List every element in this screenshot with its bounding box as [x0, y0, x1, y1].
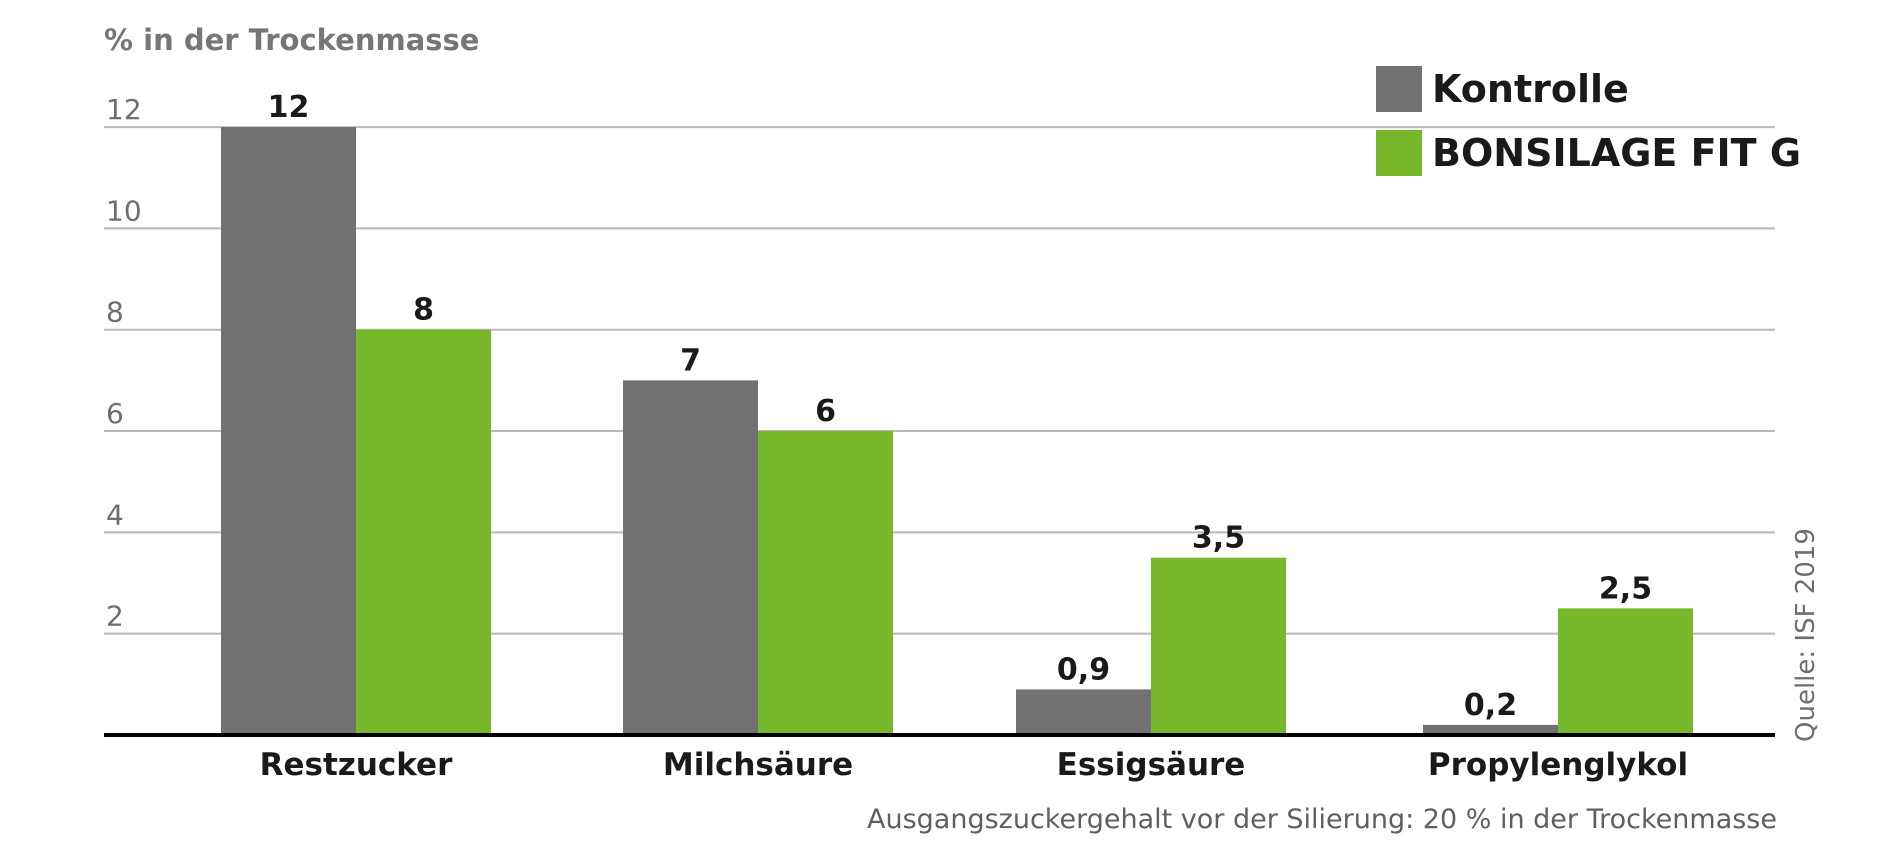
value-label-bonsilage: 8	[413, 293, 434, 328]
y-tick-label: 4	[106, 498, 124, 531]
bar-kontrolle	[623, 380, 758, 735]
y-tick-label: 12	[106, 93, 142, 126]
bar-kontrolle	[221, 127, 356, 736]
y-tick-label: 2	[106, 600, 124, 633]
category-label: Propylenglykol	[1428, 747, 1688, 783]
bar-bonsilage	[356, 329, 491, 735]
value-label-bonsilage: 2,5	[1599, 571, 1652, 606]
value-label-kontrolle: 12	[268, 90, 310, 125]
category-label: Milchsäure	[663, 747, 853, 783]
bar-kontrolle	[1423, 724, 1558, 735]
bar-bonsilage	[1151, 557, 1286, 735]
y-tick-label: 6	[106, 397, 124, 430]
bar-kontrolle	[1016, 689, 1151, 735]
bar-bonsilage	[1558, 608, 1693, 735]
category-labels: Restzucker Milchsäure Essigsäure Propylengl…	[260, 747, 1688, 783]
category-label: Restzucker	[260, 747, 453, 783]
category-label: Essigsäure	[1057, 747, 1246, 783]
source-note: Quelle: ISF 2019	[1791, 528, 1821, 742]
value-label-bonsilage: 6	[815, 394, 836, 429]
legend-label-bonsilage: BONSILAGE FIT G	[1432, 131, 1801, 175]
bars	[221, 127, 1693, 736]
bar-bonsilage	[758, 431, 893, 735]
legend-swatch-bonsilage	[1376, 130, 1422, 176]
y-axis-title: % in der Trockenmasse	[104, 23, 479, 57]
legend: Kontrolle BONSILAGE FIT G	[1376, 66, 1801, 176]
y-axis-ticks: 2 4 6 8 10 12	[106, 93, 142, 633]
value-label-kontrolle: 0,9	[1057, 652, 1110, 687]
legend-swatch-kontrolle	[1376, 66, 1422, 112]
value-label-bonsilage: 3,5	[1192, 521, 1245, 556]
y-tick-label: 10	[106, 194, 142, 227]
value-label-kontrolle: 0,2	[1464, 688, 1517, 723]
legend-label-kontrolle: Kontrolle	[1432, 67, 1629, 111]
y-tick-label: 8	[106, 296, 124, 329]
footnote: Ausgangszuckergehalt vor der Silierung: …	[867, 804, 1777, 835]
value-label-kontrolle: 7	[680, 343, 701, 378]
value-labels: 12 8 7 6 0,9 3,5 0,2 2,5	[268, 90, 1652, 723]
